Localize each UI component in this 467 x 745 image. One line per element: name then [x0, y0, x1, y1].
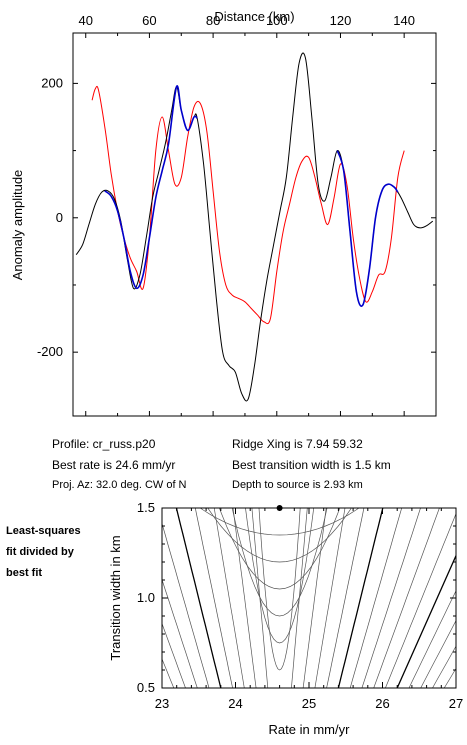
contour-line — [432, 645, 456, 688]
contour-line — [232, 508, 257, 688]
y-tick-label: 0.5 — [137, 680, 155, 695]
x-tick-label: 24 — [228, 696, 242, 711]
observed-anomaly-line — [75, 52, 434, 402]
x-tick-label: 140 — [393, 13, 415, 28]
contour-line — [245, 508, 315, 644]
misfit-y-axis-label: Transition width in km — [108, 535, 123, 660]
anomaly-series — [75, 52, 434, 402]
y-tick-label: 1.0 — [137, 590, 155, 605]
contour-line — [213, 508, 245, 688]
fit-segment-line — [104, 85, 198, 290]
side-note-line: fit divided by — [6, 546, 74, 558]
y-tick-label: 0 — [56, 210, 63, 225]
side-note-line: best fit — [6, 567, 43, 579]
x-tick-label: 27 — [449, 696, 463, 711]
x-tick-label: 60 — [142, 13, 156, 28]
contour-line — [326, 508, 365, 688]
best-rate-text: Best rate is 24.6 mm/yr — [52, 458, 176, 472]
contour-line — [455, 686, 456, 688]
anomaly-chart: 40 60 80 100 120 140 -200 0 200 Distance (km) An… — [10, 9, 437, 417]
anomaly-y-axis-label: Anomaly amplitude — [10, 170, 25, 281]
contour-line — [337, 508, 384, 688]
misfit-contours — [162, 508, 456, 688]
x-tick-label: 23 — [155, 696, 169, 711]
contour-line — [199, 508, 360, 536]
contour-line — [349, 508, 403, 688]
side-note-line: Least-squares — [6, 525, 81, 537]
x-tick-label: 40 — [79, 13, 93, 28]
x-tick-label: 80 — [206, 13, 220, 28]
x-tick-label: 25 — [302, 696, 316, 711]
x-tick-label: 26 — [375, 696, 389, 711]
misfit-chart: 23 24 25 26 27 0.5 1.0 1.5 Rate in mm/yr Transi… — [108, 500, 463, 737]
contour-line — [162, 622, 186, 688]
contour-line — [219, 508, 341, 590]
y-tick-label: 1.5 — [137, 500, 155, 515]
contour-line — [314, 508, 346, 688]
contour-line — [420, 619, 456, 688]
contour-line — [175, 508, 222, 688]
contour-line — [385, 512, 456, 688]
misfit-x-axis-label: Rate in mm/yr — [269, 722, 351, 737]
y-tick-label: 200 — [41, 75, 63, 90]
contour-line — [194, 508, 233, 688]
best-fit-marker — [276, 505, 283, 511]
contour-line — [231, 508, 328, 617]
misfit-chart-ticks: 23 24 25 26 27 0.5 1.0 1.5 — [137, 500, 463, 711]
contour-line — [396, 554, 456, 688]
ridge-xing-text: Ridge Xing is 7.94 59.32 — [232, 437, 363, 451]
anomaly-x-axis-label: Distance (km) — [214, 9, 294, 24]
contour-line — [207, 508, 352, 563]
best-width-text: Best transition width is 1.5 km — [232, 458, 391, 472]
profile-text: Profile: cr_russ.p20 — [52, 437, 156, 451]
y-tick-label: -200 — [37, 344, 63, 359]
contour-line — [408, 590, 456, 688]
contour-line — [302, 508, 327, 688]
x-tick-label: 100 — [266, 13, 288, 28]
contour-line — [373, 508, 440, 688]
anomaly-chart-frame — [72, 32, 437, 417]
fit-segment-line — [336, 150, 399, 307]
anomaly-chart-ticks: 40 60 80 100 120 140 -200 0 200 — [37, 13, 437, 416]
contour-line — [361, 508, 421, 688]
proj-az-text: Proj. Az: 32.0 deg. CW of N — [52, 479, 187, 491]
contour-line — [258, 508, 301, 671]
x-tick-label: 120 — [330, 13, 352, 28]
contour-line — [162, 522, 210, 688]
depth-text: Depth to source is 2.93 km — [232, 479, 363, 491]
